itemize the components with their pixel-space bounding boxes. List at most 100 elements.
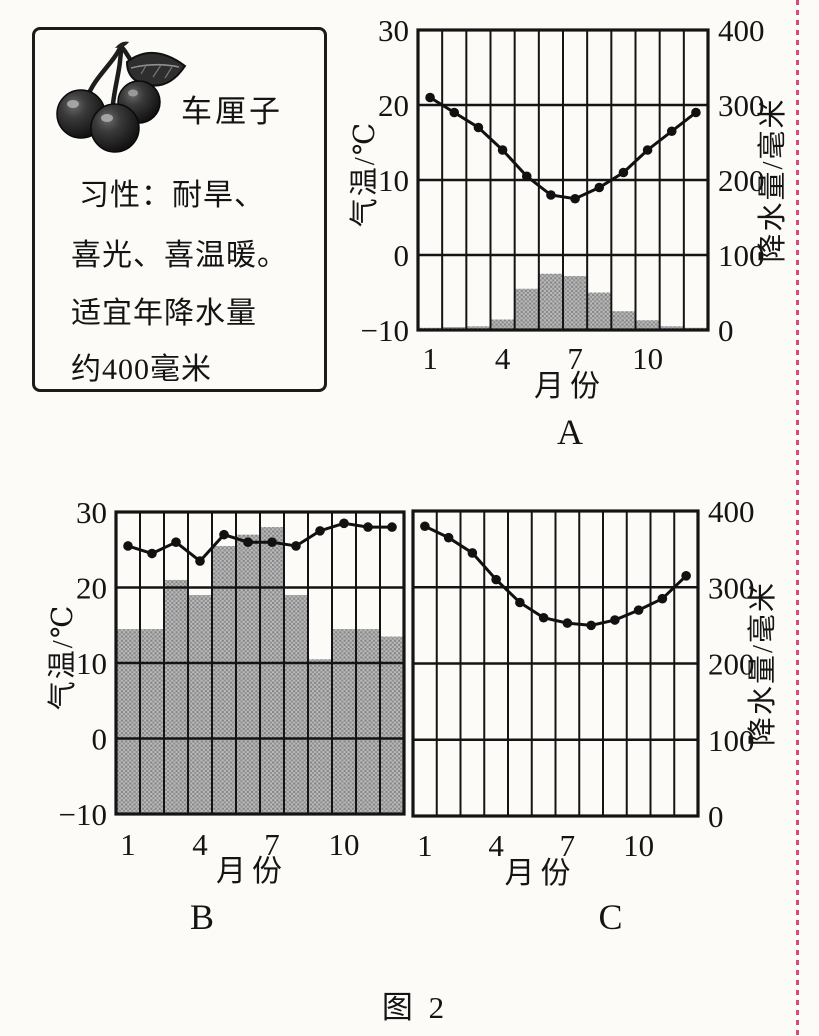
line-point-month-5 [521, 171, 532, 182]
x-axis-tick: 10 [632, 341, 663, 376]
line-point-month-12 [387, 522, 397, 532]
line-point-month-9 [618, 167, 629, 178]
line-point-month-6 [546, 190, 556, 200]
line-point-month-11 [363, 522, 373, 532]
precip-bar-month-8 [284, 595, 308, 814]
line-point-month-4 [497, 145, 508, 155]
left-axis-tick: −10 [59, 797, 107, 832]
cherry-highlight [67, 100, 79, 108]
line-point-month-2 [147, 548, 157, 559]
left-axis-tick: 10 [378, 163, 409, 198]
leaf-vein [130, 63, 180, 69]
line-point-month-2 [449, 107, 460, 118]
line-point-month-5 [515, 597, 525, 608]
precip-bar-month-5 [212, 545, 236, 814]
line-point-month-9 [610, 615, 620, 625]
line-point-month-10 [339, 518, 349, 529]
right-axis-tick: 0 [718, 313, 734, 348]
cherry-fruit [90, 103, 140, 153]
line-point-month-11 [666, 126, 677, 137]
line-point-month-10 [642, 145, 653, 155]
precip-bar-month-12 [380, 636, 404, 814]
line-point-month-6 [243, 537, 253, 547]
stem-cap [115, 41, 129, 48]
info-box-line: 适宜年降水量 [71, 297, 257, 330]
right-axis-title: 降水量/毫米 [746, 581, 779, 746]
x-axis-tick: 7 [560, 828, 576, 863]
left-axis-tick: 20 [76, 571, 107, 606]
line-point-month-8 [586, 620, 596, 631]
line-point-month-1 [123, 541, 133, 551]
line-point-month-1 [420, 521, 430, 532]
cherry-info-box: 车厘子 习性：耐旱、 喜光、喜温暖。 适宜年降水量 约400毫米 [32, 27, 327, 392]
climate-chart-B-canvas: 30 20 10 0 −10 气温/℃ 1 4 7 10 月份B [46, 495, 406, 937]
climate-chart-B: 30 20 10 0 −10 气温/℃ 1 4 7 10 月份 B [20, 480, 420, 960]
precip-bar-month-11 [356, 629, 380, 814]
info-box-title: 车厘子 [181, 94, 283, 129]
x-axis-title: 月份 [216, 855, 288, 888]
precip-bar-month-8 [587, 292, 612, 330]
leaf-veins [140, 63, 173, 79]
precip-bar-month-10 [635, 320, 660, 330]
cherry-leaf [125, 51, 187, 87]
precip-bar-month-4 [188, 595, 212, 814]
line-point-month-1 [425, 92, 435, 103]
info-box-line: 喜光、喜温暖。 [71, 239, 288, 272]
climate-chart-C-canvas: 400 300 200 100 0 降水量/毫米 1 4 7 10 月份 C [411, 494, 779, 937]
left-axis-tick: 10 [76, 646, 107, 681]
chart-letter-A: A [557, 412, 583, 452]
x-axis-tick: 7 [264, 827, 280, 862]
right-axis-tick: 100 [708, 723, 755, 758]
info-box-line: 约400毫米 [71, 353, 212, 386]
precip-bar-month-3 [164, 579, 188, 814]
right-axis-tick: 400 [708, 494, 755, 529]
precip-bar-month-3 [466, 326, 491, 330]
precip-bar-month-9 [611, 311, 636, 330]
line-point-month-7 [267, 537, 277, 547]
precip-bar-month-11 [659, 326, 684, 330]
x-axis-tick: 10 [329, 827, 360, 862]
left-axis-tick: 0 [92, 722, 108, 757]
x-axis-tick: 1 [120, 827, 136, 862]
right-axis-tick: 200 [708, 647, 755, 682]
right-axis-tick: 0 [708, 799, 724, 834]
left-axis-tick: −10 [361, 313, 409, 348]
page-margin-dashed-line [796, 0, 799, 1036]
climate-chart-A: 30 20 10 0 −10 气温/℃ 400 300 200 100 0 降水量/毫米 1 4 7 10 月份… [340, 0, 819, 470]
line-point-month-7 [570, 193, 580, 204]
right-axis-tick: 300 [718, 88, 765, 123]
precip-bar-month-1 [116, 629, 140, 814]
precip-bar-month-2 [140, 629, 164, 814]
precip-bar-month-7 [260, 527, 284, 814]
x-axis-title: 月份 [505, 857, 577, 890]
line-point-month-3 [473, 122, 484, 133]
precip-bar-month-5 [514, 288, 539, 330]
precip-bar-month-10 [332, 629, 356, 814]
left-axis-tick: 20 [378, 88, 409, 123]
precip-bar-month-7 [563, 276, 588, 330]
cherry-image [56, 41, 187, 153]
left-axis-tick: 30 [76, 495, 107, 530]
x-axis-tick: 4 [192, 827, 208, 862]
line-point-month-4 [195, 556, 205, 566]
figure-caption: 图 2 [381, 990, 449, 1025]
x-axis-tick: 7 [567, 341, 583, 376]
line-point-month-8 [594, 182, 605, 193]
line-point-month-2 [443, 532, 454, 543]
cherry-highlight [101, 114, 113, 122]
x-axis-tick: 10 [623, 828, 654, 863]
line-point-month-11 [657, 593, 668, 604]
right-axis-tick: 400 [718, 13, 765, 48]
right-axis-tick: 100 [718, 238, 765, 273]
right-axis-tick: 300 [708, 570, 755, 605]
line-point-month-8 [291, 541, 301, 551]
x-axis-tick: 1 [417, 828, 433, 863]
climate-chart-C: 400 300 200 100 0 降水量/毫米 1 4 7 10 月份 C [405, 480, 819, 960]
left-axis-tick: 30 [378, 13, 409, 48]
line-point-month-7 [562, 618, 573, 628]
chart-letter-B: B [190, 897, 214, 937]
line-point-month-5 [219, 529, 229, 540]
precip-bar-month-4 [490, 319, 515, 330]
